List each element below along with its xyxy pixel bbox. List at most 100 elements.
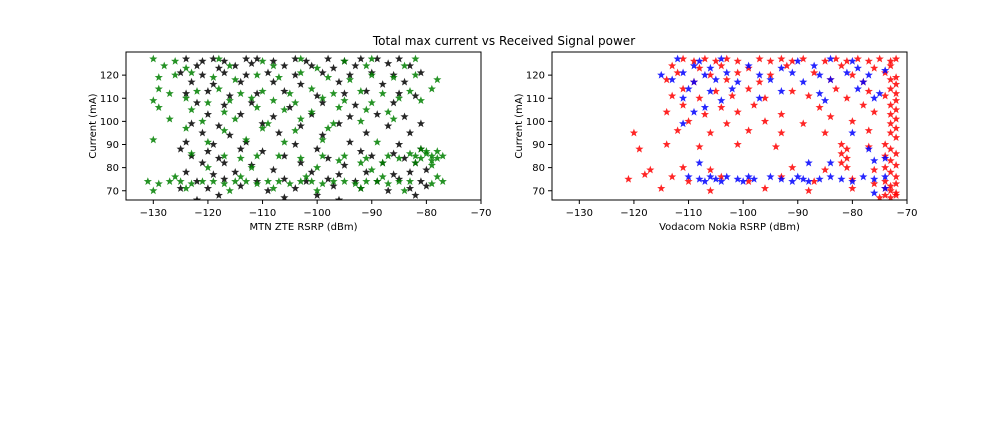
data-point-star: [744, 126, 753, 135]
data-point-star: [411, 191, 420, 199]
data-point-star: [373, 177, 382, 185]
data-point-star: [280, 151, 289, 160]
y-axis-label: Current (mA): [88, 93, 99, 158]
data-point-star: [378, 158, 387, 167]
data-point-star: [733, 68, 742, 77]
data-point-star: [881, 163, 890, 172]
data-point-star: [225, 96, 234, 105]
data-point-star: [231, 177, 240, 185]
data-point-star: [886, 61, 895, 70]
data-point-star: [203, 87, 213, 95]
data-point-star: [176, 68, 185, 77]
data-point-star: [722, 68, 731, 77]
data-point-star: [820, 56, 830, 65]
data-point-star: [220, 179, 229, 188]
data-point-star: [258, 147, 267, 155]
data-point-star: [242, 70, 251, 79]
data-point-star: [433, 172, 442, 181]
data-point-star: [837, 149, 846, 158]
data-point-star: [782, 61, 791, 70]
data-point-star: [362, 87, 371, 95]
data-point-star: [280, 137, 289, 146]
data-point-star: [749, 174, 759, 183]
data-point-star: [313, 163, 322, 172]
data-point-star: [198, 128, 207, 137]
markers-layer: [143, 54, 447, 200]
data-point-star: [749, 100, 759, 109]
data-point-star: [881, 184, 890, 192]
data-point-star: [717, 103, 726, 111]
data-point-star: [848, 177, 857, 185]
data-point-star: [231, 167, 240, 176]
data-point-star: [400, 61, 409, 70]
data-point-star: [755, 54, 764, 63]
data-point-star: [220, 56, 229, 65]
data-point-star: [411, 54, 420, 63]
data-point-star: [340, 151, 349, 160]
data-point-star: [886, 167, 895, 176]
data-point-star: [891, 124, 901, 132]
data-point-star: [307, 167, 316, 176]
data-point-star: [853, 84, 862, 93]
data-point-star: [258, 87, 267, 95]
data-point-star: [881, 154, 890, 162]
data-point-star: [274, 177, 284, 185]
data-point-star: [848, 56, 857, 65]
data-point-star: [842, 163, 852, 172]
data-point-star: [384, 179, 393, 188]
data-point-star: [269, 56, 278, 65]
data-point-star: [744, 63, 753, 72]
data-point-star: [842, 144, 852, 153]
data-point-star: [154, 179, 163, 188]
data-point-star: [411, 158, 420, 167]
data-point-star: [859, 77, 868, 86]
data-point-star: [870, 179, 879, 188]
x-tick-label: −110: [675, 208, 702, 219]
data-point-star: [733, 140, 742, 148]
data-point-star: [367, 70, 376, 79]
data-point-star: [700, 54, 710, 63]
data-point-star: [214, 191, 223, 199]
data-point-star: [318, 135, 327, 144]
data-point-star: [247, 163, 256, 172]
data-point-star: [804, 177, 813, 185]
data-point-star: [198, 70, 207, 79]
data-point-star: [154, 84, 163, 93]
data-point-star: [427, 84, 436, 93]
data-point-star: [766, 172, 775, 181]
data-point-star: [810, 68, 819, 77]
data-point-star: [334, 103, 344, 111]
data-point-star: [296, 177, 305, 185]
data-point-star: [247, 59, 256, 68]
data-point-star: [733, 107, 742, 116]
data-point-star: [793, 172, 802, 181]
data-point-star: [678, 119, 688, 128]
data-point-star: [296, 154, 305, 162]
data-point-star: [323, 124, 333, 132]
data-point-star: [695, 63, 704, 72]
data-point-star: [362, 177, 371, 185]
data-point-star: [891, 191, 901, 199]
data-point-star: [837, 61, 846, 70]
data-point-star: [657, 70, 666, 79]
data-point-star: [220, 151, 229, 160]
data-point-star: [181, 137, 191, 146]
data-point-star: [214, 121, 223, 130]
data-point-star: [280, 105, 289, 114]
data-point-star: [886, 186, 895, 195]
data-point-star: [187, 105, 196, 114]
x-tick-label: −120: [194, 208, 221, 219]
data-point-star: [203, 184, 213, 192]
data-point-star: [198, 177, 207, 185]
data-point-star: [848, 184, 857, 192]
data-point-star: [427, 179, 436, 188]
data-point-star: [362, 105, 371, 114]
data-point-star: [717, 177, 726, 185]
data-point-star: [755, 70, 764, 79]
data-point-star: [842, 56, 852, 65]
data-point-star: [394, 177, 404, 185]
data-point-star: [891, 80, 901, 88]
data-point-star: [231, 75, 240, 84]
data-point-star: [728, 91, 737, 100]
y-tick-label: 100: [100, 117, 119, 128]
